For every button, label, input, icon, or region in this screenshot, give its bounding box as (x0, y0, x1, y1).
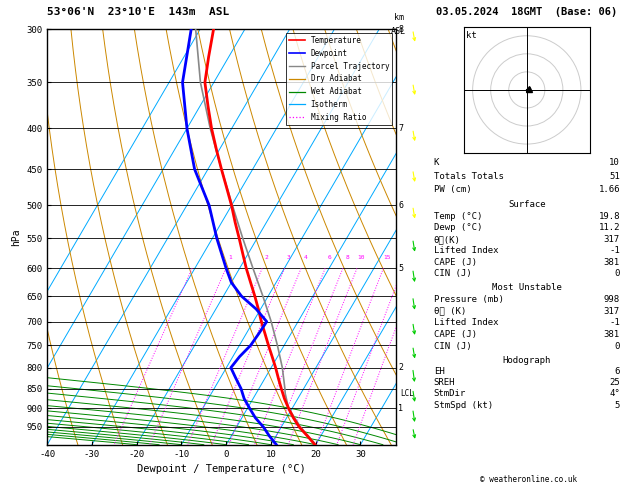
Text: 6: 6 (615, 367, 620, 376)
Text: 317: 317 (604, 235, 620, 244)
Text: 0: 0 (615, 342, 620, 351)
Text: 4°: 4° (609, 389, 620, 399)
Text: LCL: LCL (401, 389, 415, 398)
Text: 2: 2 (398, 363, 403, 372)
Text: 998: 998 (604, 295, 620, 304)
Text: 381: 381 (604, 258, 620, 267)
Text: 11.2: 11.2 (598, 224, 620, 232)
Text: 19.8: 19.8 (598, 212, 620, 221)
Text: 5: 5 (615, 400, 620, 410)
Text: Lifted Index: Lifted Index (433, 246, 498, 255)
Text: 1: 1 (228, 255, 232, 260)
Text: Lifted Index: Lifted Index (433, 318, 498, 328)
Text: PW (cm): PW (cm) (433, 186, 471, 194)
Text: -1: -1 (609, 318, 620, 328)
Text: SREH: SREH (433, 378, 455, 387)
Text: Totals Totals: Totals Totals (433, 172, 504, 181)
Text: 03.05.2024  18GMT  (Base: 06): 03.05.2024 18GMT (Base: 06) (436, 7, 618, 17)
Text: ASL: ASL (391, 27, 406, 36)
Text: Hodograph: Hodograph (503, 356, 551, 365)
Text: 25: 25 (609, 378, 620, 387)
Text: StmDir: StmDir (433, 389, 466, 399)
Text: 7: 7 (398, 124, 403, 133)
Text: 2: 2 (265, 255, 269, 260)
X-axis label: Dewpoint / Temperature (°C): Dewpoint / Temperature (°C) (137, 464, 306, 474)
Text: 8: 8 (345, 255, 349, 260)
Text: Temp (°C): Temp (°C) (433, 212, 482, 221)
Text: 0: 0 (615, 269, 620, 278)
Text: Most Unstable: Most Unstable (492, 283, 562, 292)
Text: 15: 15 (384, 255, 391, 260)
Text: -1: -1 (609, 246, 620, 255)
Text: 1.66: 1.66 (598, 186, 620, 194)
Text: CAPE (J): CAPE (J) (433, 258, 477, 267)
Text: 6: 6 (398, 201, 403, 210)
Text: 8: 8 (398, 25, 403, 34)
Text: 381: 381 (604, 330, 620, 339)
Text: K: K (433, 158, 439, 167)
Text: 5: 5 (398, 264, 403, 273)
Text: 53°06'N  23°10'E  143m  ASL: 53°06'N 23°10'E 143m ASL (47, 7, 230, 17)
Text: kt: kt (466, 31, 477, 39)
Text: 317: 317 (604, 307, 620, 316)
Text: CIN (J): CIN (J) (433, 342, 471, 351)
Text: EH: EH (433, 367, 445, 376)
Text: Surface: Surface (508, 201, 545, 209)
Text: θᴇ (K): θᴇ (K) (433, 307, 466, 316)
Legend: Temperature, Dewpoint, Parcel Trajectory, Dry Adiabat, Wet Adiabat, Isotherm, Mi: Temperature, Dewpoint, Parcel Trajectory… (286, 33, 392, 125)
Y-axis label: hPa: hPa (11, 228, 21, 246)
Text: CIN (J): CIN (J) (433, 269, 471, 278)
Text: 1: 1 (398, 404, 403, 413)
Text: km: km (394, 13, 404, 22)
Text: CAPE (J): CAPE (J) (433, 330, 477, 339)
Text: Pressure (mb): Pressure (mb) (433, 295, 504, 304)
Text: 51: 51 (609, 172, 620, 181)
Text: θᴇ(K): θᴇ(K) (433, 235, 460, 244)
Text: StmSpd (kt): StmSpd (kt) (433, 400, 493, 410)
Text: 10: 10 (609, 158, 620, 167)
Text: 6: 6 (328, 255, 331, 260)
Text: © weatheronline.co.uk: © weatheronline.co.uk (480, 474, 577, 484)
Text: Dewp (°C): Dewp (°C) (433, 224, 482, 232)
Text: 3: 3 (287, 255, 291, 260)
Text: 10: 10 (357, 255, 365, 260)
Text: 4: 4 (304, 255, 308, 260)
